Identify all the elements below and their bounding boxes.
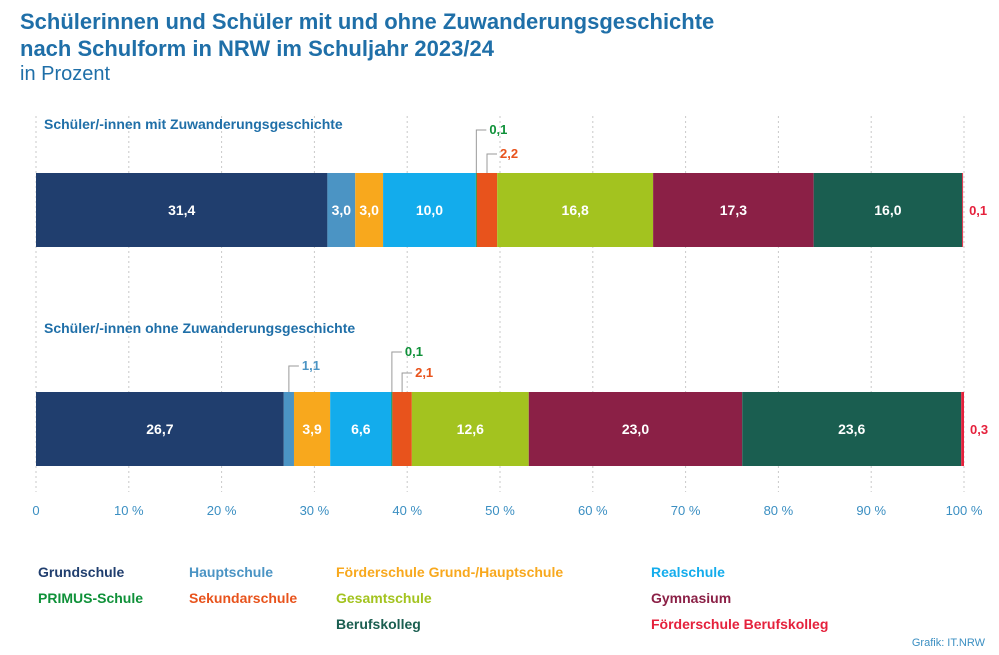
legend-item: Gesamtschule bbox=[336, 590, 432, 606]
legend-item: Gymnasium bbox=[651, 590, 731, 606]
bar-segment bbox=[653, 173, 814, 247]
bar-segment bbox=[961, 392, 964, 466]
x-tick-label: 80 % bbox=[764, 503, 794, 518]
callout-line bbox=[401, 372, 413, 392]
x-tick-label: 0 bbox=[32, 503, 39, 518]
data-label: 2,1 bbox=[415, 365, 433, 380]
x-tick-label: 100 % bbox=[946, 503, 983, 518]
bar-segment bbox=[383, 173, 476, 247]
callout-line bbox=[475, 129, 487, 173]
x-tick-label: 10 % bbox=[114, 503, 144, 518]
group-label: Schüler/-innen mit Zuwanderungsgeschicht… bbox=[44, 116, 343, 132]
bar-segment bbox=[391, 392, 393, 466]
data-label: 3,9 bbox=[302, 421, 322, 437]
chart-subtitle: in Prozent bbox=[20, 63, 111, 85]
data-label: 17,3 bbox=[720, 202, 747, 218]
x-tick-label: 50 % bbox=[485, 503, 515, 518]
data-label: 1,1 bbox=[302, 358, 320, 373]
data-label: 2,2 bbox=[500, 146, 518, 161]
chart-credit: Grafik: IT.NRW bbox=[911, 637, 985, 649]
data-label: 3,0 bbox=[359, 202, 379, 218]
data-label: 6,6 bbox=[351, 421, 371, 437]
bar-segment bbox=[327, 173, 356, 247]
bar-segment bbox=[476, 173, 498, 247]
bar-segment bbox=[293, 392, 331, 466]
data-label: 12,6 bbox=[457, 421, 484, 437]
bar-segment bbox=[36, 392, 284, 466]
x-tick-label: 40 % bbox=[392, 503, 422, 518]
legend-item: Förderschule Grund-/Hauptschule bbox=[336, 564, 563, 580]
x-tick-label: 30 % bbox=[300, 503, 330, 518]
x-tick-label: 20 % bbox=[207, 503, 237, 518]
legend-item: Förderschule Berufskolleg bbox=[651, 616, 828, 632]
legend-item: Hauptschule bbox=[189, 564, 273, 580]
bar-segment bbox=[355, 173, 384, 247]
data-label: 16,0 bbox=[874, 202, 901, 218]
bar-segment bbox=[813, 173, 963, 247]
bar-segment bbox=[330, 392, 392, 466]
legend-item: PRIMUS-Schule bbox=[38, 590, 143, 606]
data-label: 16,8 bbox=[562, 202, 589, 218]
data-label: 0,1 bbox=[489, 122, 507, 137]
bar-segment bbox=[411, 392, 529, 466]
bar-segment bbox=[528, 392, 743, 466]
data-label: 23,0 bbox=[622, 421, 649, 437]
data-label: 0,3 bbox=[970, 422, 988, 437]
data-label: 3,0 bbox=[332, 202, 352, 218]
legend-item: Realschule bbox=[651, 564, 725, 580]
bar-segment bbox=[36, 173, 328, 247]
chart-title-line1: Schülerinnen und Schüler mit und ohne Zu… bbox=[20, 9, 715, 34]
data-label: 23,6 bbox=[838, 421, 865, 437]
chart-title: Schülerinnen und Schüler mit und ohne Zu… bbox=[20, 8, 714, 62]
data-label: 31,4 bbox=[168, 202, 195, 218]
bar-segment bbox=[497, 173, 654, 247]
callout-line bbox=[391, 351, 402, 392]
data-label: 0,1 bbox=[969, 203, 987, 218]
data-label: 10,0 bbox=[416, 202, 443, 218]
data-label: 0,1 bbox=[405, 344, 423, 359]
bar-segment bbox=[392, 392, 412, 466]
bar-segment bbox=[475, 173, 477, 247]
x-tick-label: 60 % bbox=[578, 503, 608, 518]
legend-item: Grundschule bbox=[38, 564, 125, 580]
legend-item: Sekundarschule bbox=[189, 590, 297, 606]
chart-title-line2: nach Schulform in NRW im Schuljahr 2023/… bbox=[20, 36, 494, 61]
bar-segment bbox=[283, 392, 294, 466]
data-label: 26,7 bbox=[146, 421, 173, 437]
x-tick-label: 70 % bbox=[671, 503, 701, 518]
callout-line bbox=[288, 365, 299, 392]
bar-segment bbox=[742, 392, 962, 466]
bar-segment bbox=[962, 173, 964, 247]
group-label: Schüler/-innen ohne Zuwanderungsgeschich… bbox=[44, 320, 355, 336]
x-tick-label: 90 % bbox=[856, 503, 886, 518]
callout-line bbox=[486, 153, 498, 173]
legend-item: Berufskolleg bbox=[336, 616, 421, 632]
